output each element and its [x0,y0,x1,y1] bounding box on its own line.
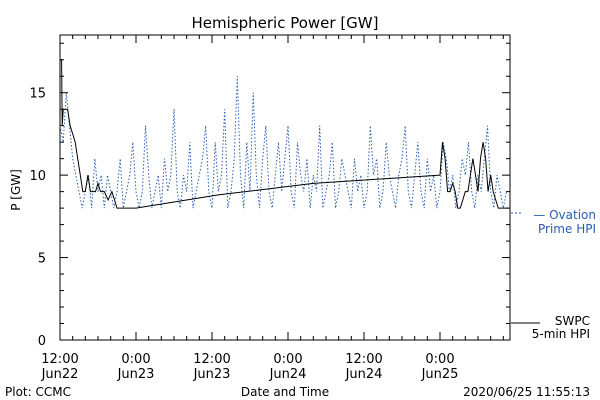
plot-timestamp: 2020/06/25 11:55:13 [463,385,590,399]
x-axis: 12:00Jun220:00Jun2312:00Jun230:00Jun2412… [41,35,504,382]
legend-label-ovation: — Ovation [533,208,596,222]
plot-frame [59,34,511,341]
x-tick-time-label: 0:00 [273,352,302,367]
series-group [60,59,509,209]
x-tick-time-label: 0:00 [425,352,454,367]
legend-label-swpc: SWPC [555,314,590,328]
y-axis: 0 5 10 15 [29,42,510,349]
x-tick-time-label: 12:00 [345,352,382,367]
plot-credit: Plot: CCMC [5,385,71,399]
legend-label-swpc: 5-min HPI [532,327,590,341]
x-tick-date-label: Jun24 [345,367,383,382]
chart-title: Hemispheric Power [GW] [192,14,379,32]
x-tick-time-label: 12:00 [193,352,230,367]
swpc-hpi-line [60,59,509,209]
x-tick-date-label: Jun25 [421,367,459,382]
x-tick-time-label: 12:00 [41,352,78,367]
x-tick-time-label: 0:00 [121,352,150,367]
y-tick-label: 0 [38,334,46,349]
x-tick-date-label: Jun23 [117,367,155,382]
ovation-prime-line [60,76,507,209]
y-tick-label: 5 [38,252,46,267]
x-axis-label: Date and Time [241,385,329,399]
y-tick-label: 15 [29,87,46,102]
y-tick-label: 10 [29,169,46,184]
legend-label-ovation: Prime HPI [538,222,596,236]
x-tick-date-label: Jun23 [193,367,231,382]
x-tick-date-label: Jun22 [41,367,79,382]
x-tick-date-label: Jun24 [269,367,307,382]
y-axis-label: P [GW] [9,169,23,211]
